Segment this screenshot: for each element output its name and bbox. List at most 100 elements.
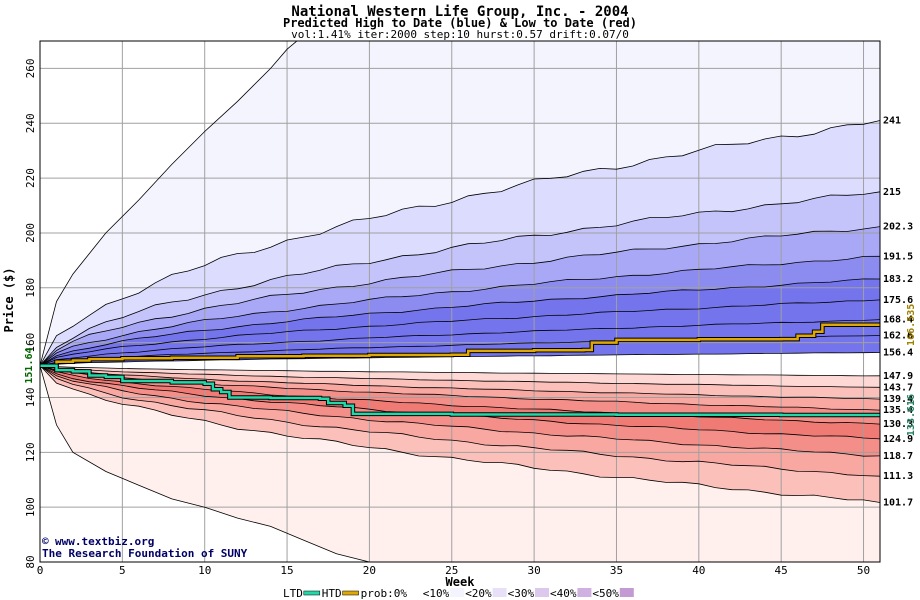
legend-label: <50%	[592, 587, 619, 600]
legend-swatch	[303, 590, 321, 596]
quantile-end-label: 118.7	[883, 451, 913, 462]
quantile-end-label: 143.7	[883, 382, 913, 393]
y-tick-label: 240	[24, 113, 37, 133]
quantile-line	[40, 278, 880, 366]
ltd-line	[40, 364, 880, 417]
legend-label: <20%	[465, 587, 492, 600]
quantile-line	[40, 365, 880, 425]
quantile-line	[40, 255, 880, 366]
quantile-line	[40, 365, 880, 400]
quantile-end-label: 156.4	[883, 348, 913, 359]
band-red-3	[40, 365, 880, 411]
quantile-end-label: 111.3	[883, 471, 913, 482]
htd-end-label: 166.535	[906, 304, 917, 346]
band-red-8	[40, 365, 880, 503]
band-blue-outer	[40, 41, 880, 366]
chart-subtitle: Predicted High to Date (blue) & Low to D…	[283, 16, 637, 30]
plot-area: 0 5 10 15 20 25 30 35 40 45 50 80 100 120 140 160 180 200…	[24, 40, 917, 577]
quantile-line	[40, 365, 880, 377]
quantile-line	[40, 319, 880, 366]
legend: LTD HTD prob:0% <10% <20% <30% <40% <50%	[283, 587, 634, 600]
quantile-line	[40, 120, 880, 366]
band-blue-6	[40, 299, 880, 366]
legend-label: <30%	[508, 587, 535, 600]
legend-swatch	[492, 588, 507, 597]
credit-site[interactable]: www.textbiz.org	[55, 535, 154, 548]
y-tick-label: 140	[24, 388, 37, 408]
y-axis-label: Price ($)	[2, 267, 16, 332]
y-tick-label: 220	[24, 168, 37, 188]
legend-swatch	[342, 590, 359, 596]
quantile-end-label: 215	[883, 187, 901, 198]
x-tick-label: 45	[775, 564, 788, 577]
envelope-lower-line	[40, 365, 370, 562]
plot-border	[39, 40, 881, 563]
y-tick-label: 260	[24, 58, 37, 78]
x-tick-label: 35	[610, 564, 623, 577]
x-tick-label: 40	[692, 564, 705, 577]
x-tick-label: 10	[198, 564, 211, 577]
band-blue-4	[40, 256, 880, 366]
legend-swatch	[535, 588, 549, 597]
quantile-end-label: 162.6	[883, 331, 913, 342]
quantile-end-label: 135.4	[883, 405, 913, 416]
x-axis-label: Week	[446, 575, 476, 589]
copyright-icon: ©	[42, 535, 49, 548]
quantile-end-label: 139.4	[883, 394, 913, 405]
chart-params: vol:1.41% iter:2000 step:10 hurst:0.57 d…	[291, 28, 629, 41]
quantile-end-label: 147.9	[883, 371, 913, 382]
htd-line	[40, 323, 880, 367]
quantile-line	[40, 365, 880, 503]
band-red-1	[40, 365, 880, 388]
quantile-line	[40, 365, 880, 477]
legend-swatch	[450, 588, 465, 597]
x-tick-label: 30	[527, 564, 540, 577]
band-red-outer	[40, 365, 880, 562]
x-tick-label: 15	[280, 564, 293, 577]
quantile-line	[40, 365, 880, 388]
quantile-end-label: 101.7	[883, 497, 913, 508]
band-red-7	[40, 365, 880, 477]
legend-label: prob:0%	[361, 587, 408, 600]
envelope-upper-line	[40, 41, 298, 366]
legend-swatch	[619, 588, 634, 597]
quantile-end-label: 168.4	[883, 315, 913, 326]
quantile-line	[40, 299, 880, 366]
y-tick-label: 120	[24, 442, 37, 462]
band-blue-5	[40, 278, 880, 366]
quantile-end-label: 202.3	[883, 222, 913, 233]
quantile-line	[40, 191, 880, 366]
legend-label: <40%	[550, 587, 577, 600]
legend-label: <10%	[423, 587, 450, 600]
legend-swatch	[407, 588, 422, 597]
credit-org: The Research Foundation of SUNY	[42, 547, 248, 560]
quantile-end-label: 183.2	[883, 274, 913, 285]
band-blue-2	[40, 191, 880, 366]
y-tick-label: 200	[24, 223, 37, 243]
band-red-4	[40, 365, 880, 425]
band-red-6	[40, 365, 880, 457]
quantile-line	[40, 365, 880, 457]
credits: © www.textbiz.org The Research Foundatio…	[42, 535, 248, 560]
band-blue-3	[40, 226, 880, 366]
quantile-end-label: 191.5	[883, 251, 913, 262]
chart-title: National Western Life Group, Inc. - 2004	[291, 4, 628, 20]
quantile-end-label: 124.9	[883, 434, 913, 445]
quantile-end-label: 175.6	[883, 295, 913, 306]
legend-swatch	[577, 588, 592, 597]
x-tick-label: 20	[363, 564, 376, 577]
x-tick-label: 5	[119, 564, 126, 577]
quantile-end-label: 130.3	[883, 419, 913, 430]
legend-label: HTD	[322, 587, 342, 600]
band-blue-1	[40, 120, 880, 366]
y-tick-label: 180	[24, 278, 37, 298]
quantile-line	[40, 226, 880, 366]
x-tick-label: 25	[445, 564, 458, 577]
quantile-end-label: 241	[883, 116, 901, 127]
band-red-5	[40, 365, 880, 439]
band-red-2	[40, 365, 880, 400]
x-tick-label: 0	[37, 564, 44, 577]
y-tick-label: 80	[24, 555, 37, 568]
start-value-label: 151.64	[24, 347, 35, 383]
